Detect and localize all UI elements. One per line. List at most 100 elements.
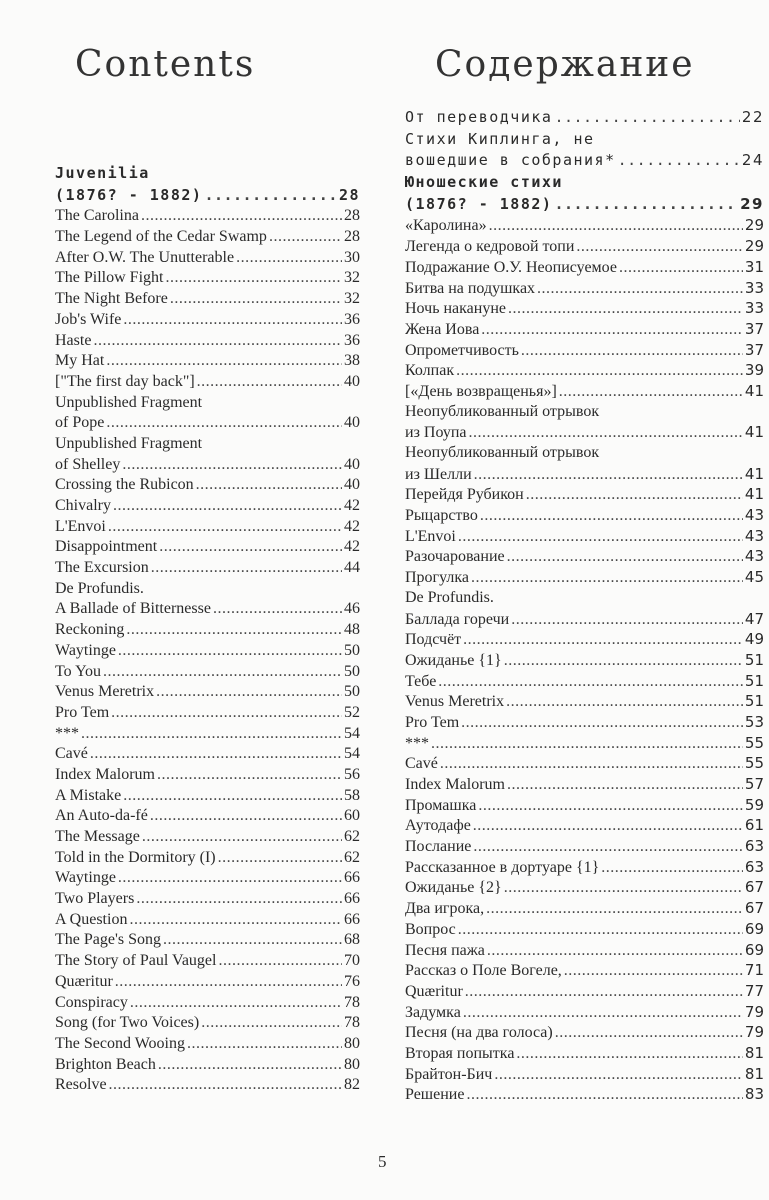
toc-entry: Venus Meretrix 51 [405,691,764,712]
toc-entry: Index Malorum 57 [405,774,764,795]
toc-entry: De Profundis. [55,579,360,600]
dot-leader [197,372,342,393]
entry-title: The Excursion [55,559,149,577]
entry-title: Решение [405,1086,465,1104]
toc-entry: Chivalry 42 [55,496,360,517]
toc-entry: of Pope 40 [55,413,360,434]
dot-leader [478,796,743,817]
toc-entry: Рассказанное в дортуаре {1} 63 [405,857,764,878]
entry-page: 63 [744,857,764,876]
dot-leader [122,455,342,476]
entry-page: 49 [744,630,764,649]
toc-entry: Песня пажа 69 [405,940,764,961]
entry-title: Юношеские стихи [405,173,563,192]
entry-title: Подсчёт [405,631,462,649]
toc-entry: Unpublished Fragment [55,434,360,455]
toc-entry: Ночь накануне 33 [405,298,764,319]
entry-title: My Hat [55,352,105,370]
entry-page: 80 [344,1055,360,1073]
entry-page: 79 [744,1002,764,1021]
dot-leader [486,899,743,920]
toc-entry: *** 55 [405,733,764,754]
entry-title: An Auto-da-fé [55,807,148,825]
entry-page: 66 [344,890,360,908]
toc-entry: The Story of Paul Vaugel 70 [55,951,360,972]
toc-entry: Two Players 66 [55,889,360,910]
dot-leader [126,620,342,641]
entry-page: 81 [744,1064,764,1083]
entry-title: Chivalry [55,497,111,514]
dot-leader [118,641,342,662]
entry-title: Задумка [405,1003,461,1021]
entry-page: 70 [344,952,360,970]
toc-entry: Подражание О.У. Неописуемое 31 [405,257,764,278]
dot-leader [218,951,342,972]
dot-leader [118,868,342,889]
toc-entry: Waytinge 66 [55,868,360,889]
dot-leader [136,889,342,910]
dot-leader [559,382,743,403]
entry-page: 28 [344,228,360,246]
entry-title: of Pope [55,414,105,432]
entry-page: 29 [744,216,764,235]
entry-page: 57 [744,775,764,793]
dot-leader [151,558,342,579]
entry-title: Venus Meretrix [55,683,155,701]
dot-leader [236,248,342,269]
entry-page: 79 [744,1023,764,1042]
entry-title: The Message [55,828,140,845]
entry-title: Waytinge [55,641,116,659]
dot-leader [201,1013,342,1034]
entry-page: 71 [744,961,764,980]
dot-leader [564,961,743,982]
entry-title: «Каролина» [405,217,487,235]
entry-page: 28 [344,207,360,225]
dot-leader [129,910,342,931]
entry-title: Баллада горечи [405,610,510,628]
toc-entry: Disappointment 42 [55,537,360,558]
toc-entry: (1876? - 1882) 29 [405,194,764,216]
entry-title: Промашка [405,796,477,814]
entry-page: 62 [344,848,360,866]
toc-entry: After O.W. The Unutterable 30 [55,248,360,269]
entry-title: Quæritur [55,972,113,990]
entry-title: Unpublished Fragment [55,434,203,452]
entry-page: 83 [744,1085,764,1104]
dot-leader [130,993,342,1014]
entry-page: 40 [344,455,360,473]
toc-entry: Conspiracy 78 [55,993,360,1014]
entry-page: 48 [344,621,360,639]
toc-entry: L'Envoi 43 [405,526,764,547]
dot-leader [90,744,342,765]
entry-page: 62 [344,828,360,845]
dot-leader [123,310,342,331]
entry-page: 39 [744,361,764,380]
entry-title: The Pillow Fight [55,269,164,287]
toc-entry: Задумка 79 [405,1002,764,1023]
entry-title: Ожиданье {2} [405,879,502,897]
entry-page: 68 [344,931,360,949]
dot-leader [456,361,743,382]
entry-page: 33 [744,278,764,297]
toc-entry: Вопрос 69 [405,919,764,940]
toc-entry: Разочарование 43 [405,546,764,567]
toc-entry: Жена Иова 37 [405,319,764,340]
toc-entry: из Поупа 41 [405,422,764,443]
entry-title: (1876? - 1882) [405,194,553,213]
dot-leader [109,1075,342,1096]
toc-entry: Вторая попытка 81 [405,1043,764,1064]
entry-page: 80 [344,1034,360,1052]
toc-entry: The Page's Song 68 [55,930,360,951]
entry-page: 43 [744,547,764,566]
entry-title: Послание [405,838,472,856]
entry-title: Перейдя Рубикон [405,486,524,504]
toc-entry: Опрометчивость 37 [405,340,764,361]
toc-entry: Crossing the Rubicon 40 [55,475,360,496]
entry-title: Pro Tem [405,713,460,731]
entry-title: Рассказанное в дортуаре {1} [405,858,600,876]
dot-leader [463,630,743,651]
toc-entry: (1876? - 1882) 28 [55,185,360,207]
entry-title: из Шелли [405,465,472,483]
toc-entry: От переводчика 22 [405,107,764,129]
entry-title: Аутодафе [405,817,471,835]
